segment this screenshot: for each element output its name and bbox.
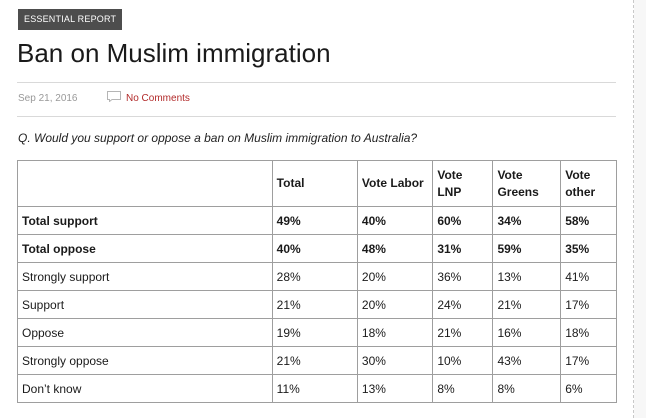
table-cell: 28%: [271, 262, 358, 291]
sidebar-edge: [634, 0, 646, 418]
meta-divider: [17, 116, 616, 117]
table-cell: 43%: [492, 346, 562, 375]
table-header-row: Total Vote Labor Vote LNP Vote Greens Vo…: [17, 160, 617, 207]
table-cell: 8%: [432, 374, 494, 403]
header-cell-vote-labor: Vote Labor: [356, 160, 434, 207]
header-cell-blank: [17, 160, 273, 207]
header-cell-vote-greens: Vote Greens: [492, 160, 562, 207]
table-cell: 24%: [432, 290, 494, 319]
row-label: Strongly oppose: [17, 346, 273, 375]
table-cell: 19%: [271, 318, 358, 347]
table-cell: 21%: [271, 290, 358, 319]
table-cell: 41%: [560, 262, 617, 291]
table-row: Oppose 19% 18% 21% 16% 18%: [17, 318, 617, 347]
table-cell: 21%: [432, 318, 494, 347]
comments-link[interactable]: No Comments: [126, 93, 190, 104]
table-cell: 20%: [356, 290, 434, 319]
row-label: Total support: [17, 206, 273, 235]
content-divider: [633, 0, 634, 418]
table-row: Strongly support 28% 20% 36% 13% 41%: [17, 262, 617, 291]
table-cell: 40%: [356, 206, 434, 235]
table-cell: 21%: [492, 290, 562, 319]
table-cell: 34%: [492, 206, 562, 235]
table-cell: 35%: [560, 234, 617, 263]
survey-question: Q. Would you support or oppose a ban on …: [18, 131, 418, 145]
post-date: Sep 21, 2016: [18, 93, 78, 104]
category-tag[interactable]: ESSENTIAL REPORT: [18, 9, 123, 30]
table-cell: 18%: [560, 318, 617, 347]
row-label: Strongly support: [17, 262, 273, 291]
table-row: Total oppose 40% 48% 31% 59% 35%: [17, 234, 617, 263]
table-cell: 40%: [271, 234, 358, 263]
table-cell: 30%: [356, 346, 434, 375]
table-row: Total support 49% 40% 60% 34% 58%: [17, 206, 617, 235]
table-cell: 10%: [432, 346, 494, 375]
table-cell: 31%: [432, 234, 494, 263]
row-label: Total oppose: [17, 234, 273, 263]
page-title: Ban on Muslim immigration: [17, 38, 331, 68]
table-cell: 49%: [271, 206, 358, 235]
table-row: Strongly oppose 21% 30% 10% 43% 17%: [17, 346, 617, 375]
speech-bubble-icon[interactable]: [107, 91, 121, 102]
table-cell: 17%: [560, 346, 617, 375]
table-cell: 13%: [492, 262, 562, 291]
table-cell: 17%: [560, 290, 617, 319]
table-cell: 16%: [492, 318, 562, 347]
table-cell: 36%: [432, 262, 494, 291]
table-cell: 21%: [271, 346, 358, 375]
table-cell: 59%: [492, 234, 562, 263]
table-cell: 13%: [356, 374, 434, 403]
table-cell: 58%: [560, 206, 617, 235]
table-row: Don’t know 11% 13% 8% 8% 6%: [17, 374, 617, 403]
table-cell: 11%: [271, 374, 358, 403]
table-cell: 48%: [356, 234, 434, 263]
results-table: Total Vote Labor Vote LNP Vote Greens Vo…: [17, 160, 617, 403]
table-cell: 6%: [560, 374, 617, 403]
header-cell-total: Total: [271, 160, 358, 207]
table-row: Support 21% 20% 24% 21% 17%: [17, 290, 617, 319]
header-cell-vote-other: Vote other: [560, 160, 617, 207]
table-cell: 20%: [356, 262, 434, 291]
row-label: Oppose: [17, 318, 273, 347]
row-label: Don’t know: [17, 374, 273, 403]
table-cell: 60%: [432, 206, 494, 235]
header-cell-vote-lnp: Vote LNP: [432, 160, 494, 207]
title-divider: [17, 82, 616, 83]
table-cell: 8%: [492, 374, 562, 403]
table-cell: 18%: [356, 318, 434, 347]
row-label: Support: [17, 290, 273, 319]
